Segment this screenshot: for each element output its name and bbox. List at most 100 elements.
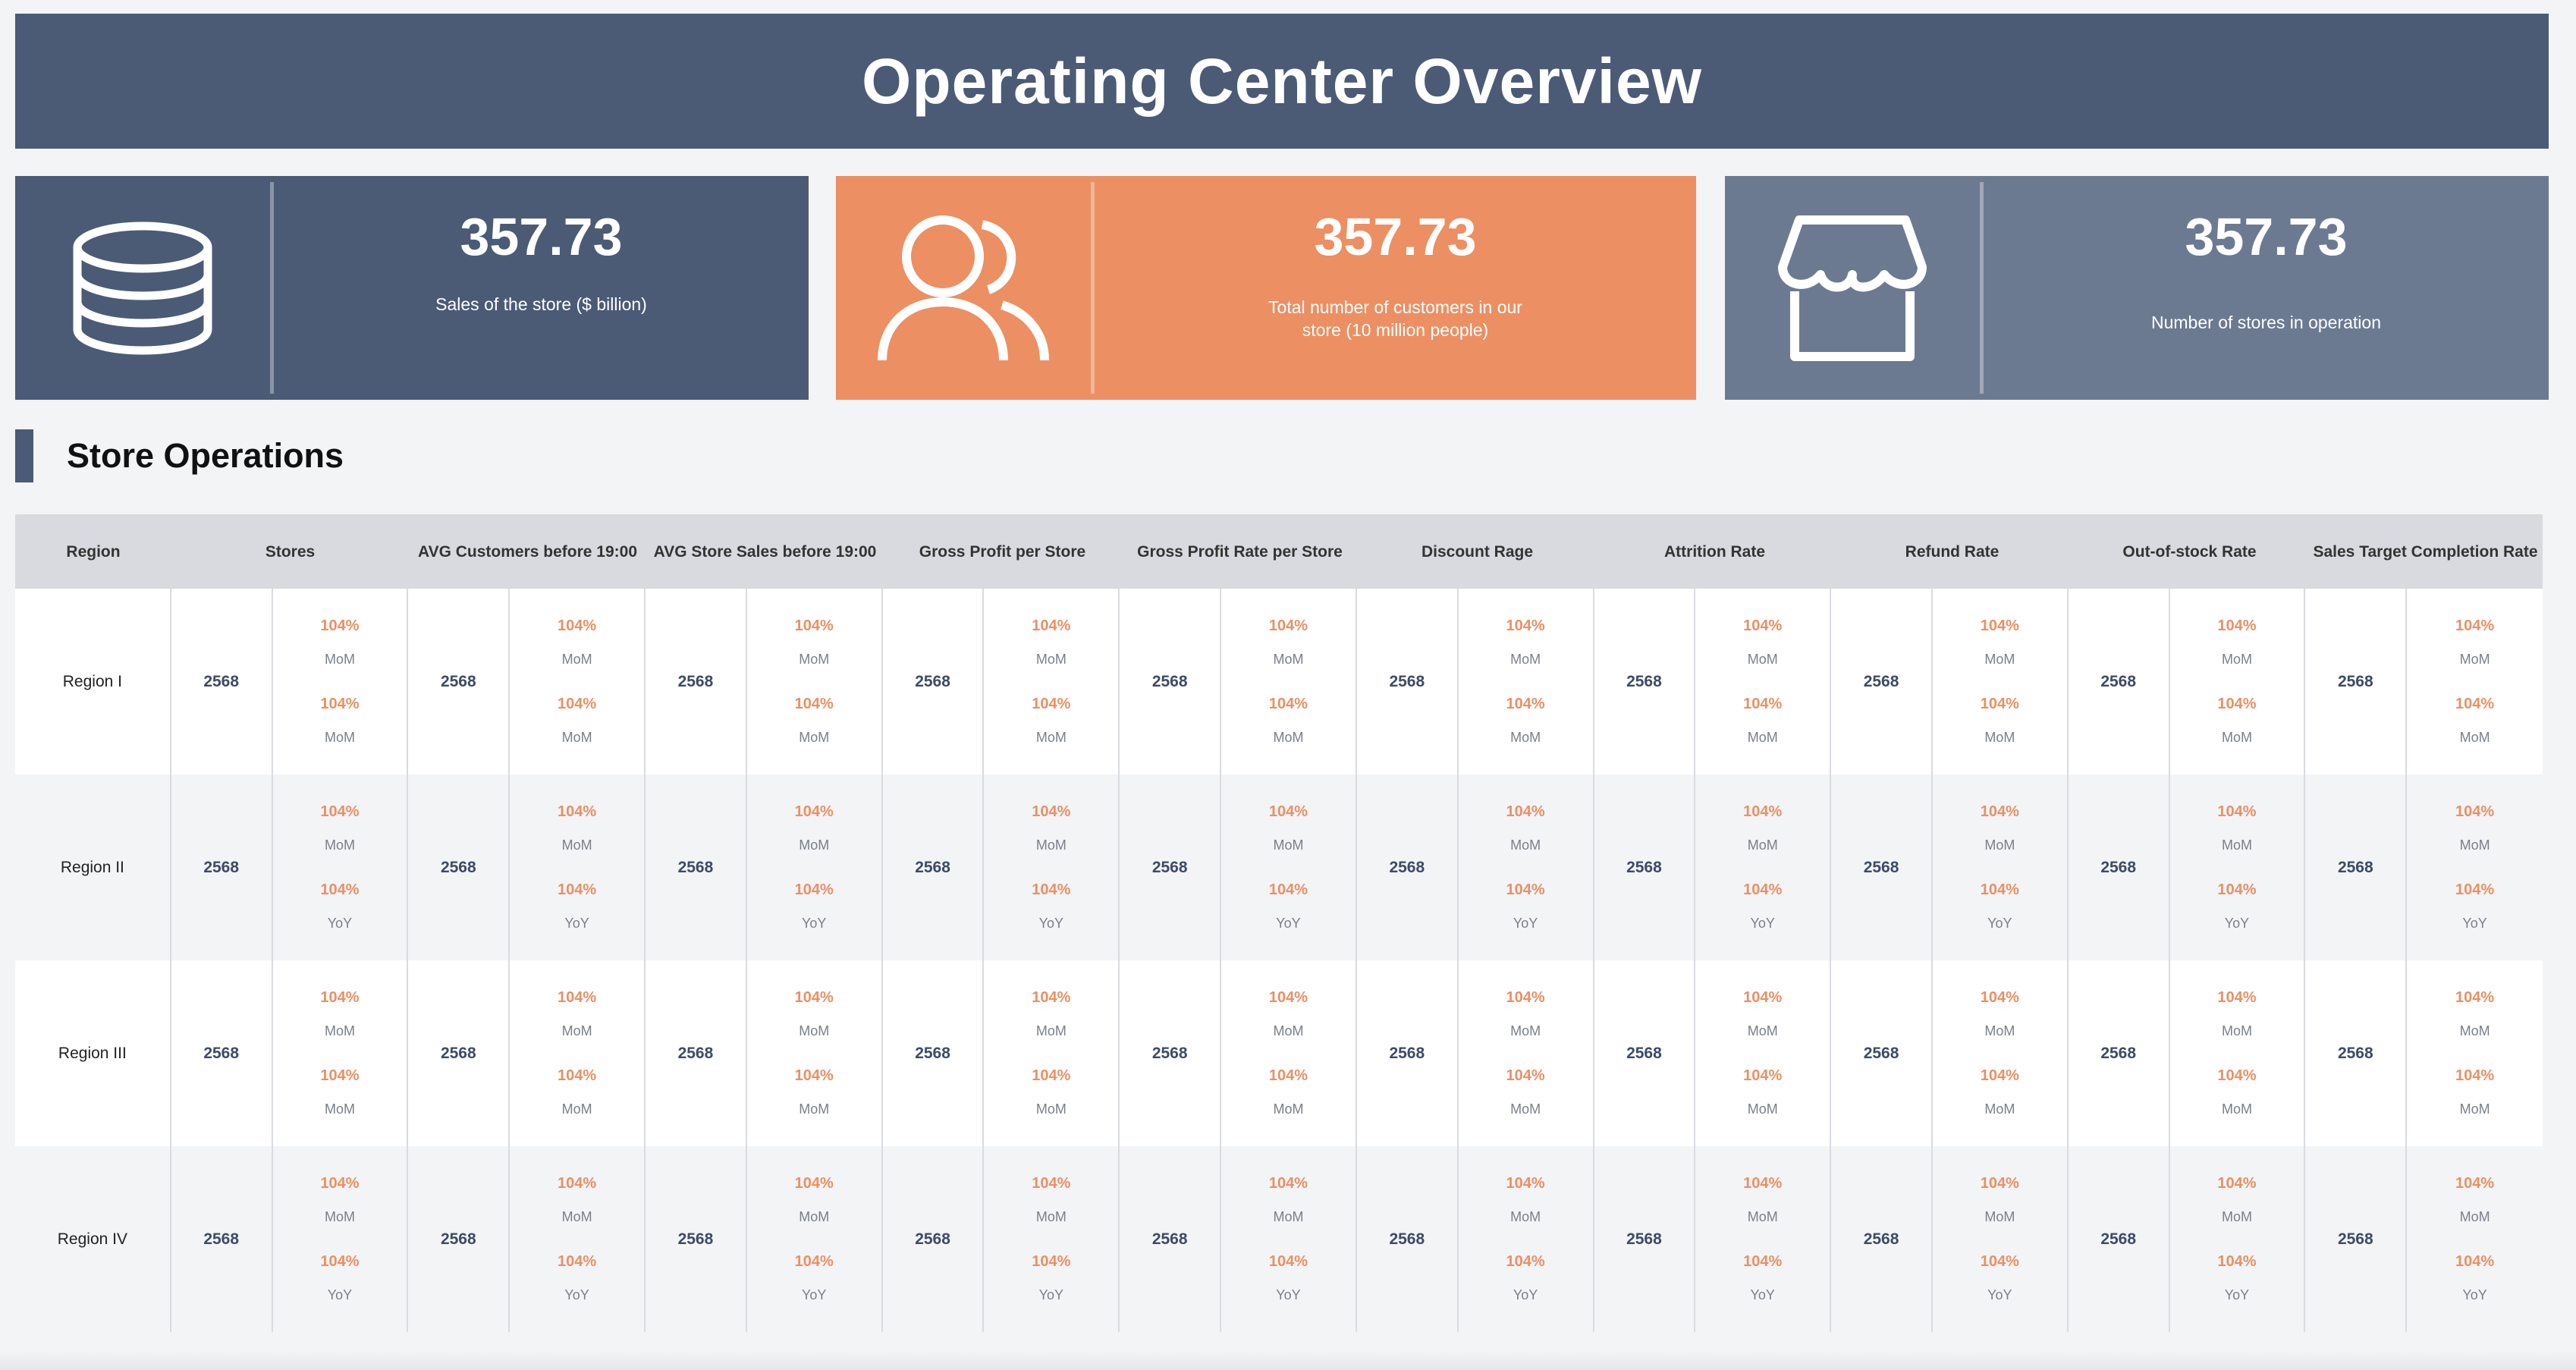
change-label: MoM — [1035, 729, 1067, 745]
change-label: YoY — [2224, 1287, 2250, 1302]
change-label: MoM — [561, 729, 592, 745]
change-group: 104% MoM — [1743, 696, 1782, 746]
change-group: 104% YoY — [1032, 1253, 1070, 1303]
change-percent: 104% — [1743, 695, 1783, 712]
change-group: 104% MoM — [2217, 1175, 2256, 1225]
change-group: 104% MoM — [1269, 1067, 1308, 1117]
metric-change-cell: 104% MoM 104% YoY — [2170, 1146, 2306, 1332]
metric-change-cell: 104% MoM 104% YoY — [747, 1146, 883, 1332]
change-group: 104% YoY — [558, 1253, 596, 1303]
change-label: MoM — [1747, 1209, 1778, 1225]
change-percent: 104% — [1506, 881, 1545, 898]
metric-change-cell: 104% MoM 104% MoM — [1221, 589, 1357, 775]
region-cell: Region III — [15, 960, 171, 1146]
change-percent: 104% — [558, 803, 597, 821]
metric-change-cell: 104% MoM 104% YoY — [273, 775, 409, 960]
section-header: Store Operations — [15, 429, 344, 482]
change-group: 104% MoM — [1981, 617, 2019, 668]
change-percent: 104% — [1268, 881, 1308, 898]
table-row: Region IV 2568 104% MoM 104% YoY 2568 104% MoM 10… — [15, 1146, 2543, 1332]
change-label: MoM — [1510, 1209, 1541, 1225]
change-group: 104% MoM — [1032, 1067, 1070, 1117]
metric-value-cell: 2568 — [1357, 1146, 1459, 1332]
change-percent: 104% — [1743, 881, 1783, 898]
col-header-discount: Discount Rage — [1421, 542, 1534, 561]
metric-change-cell: 104% MoM 104% MoM — [1695, 960, 1832, 1146]
change-group: 104% MoM — [795, 1175, 834, 1225]
change-percent: 104% — [2217, 881, 2257, 898]
change-label: MoM — [1984, 1101, 2015, 1117]
change-label: MoM — [324, 729, 355, 745]
change-percent: 104% — [2455, 695, 2495, 712]
change-label: YoY — [1513, 915, 1538, 931]
change-label: YoY — [2224, 915, 2250, 931]
change-percent: 104% — [1743, 989, 1783, 1007]
change-group: 104% MoM — [2217, 696, 2256, 746]
change-group: 104% MoM — [795, 803, 834, 853]
change-percent: 104% — [2455, 881, 2495, 898]
change-label: MoM — [2221, 652, 2252, 668]
change-label: YoY — [564, 1287, 589, 1302]
change-label: MoM — [1510, 652, 1541, 668]
change-group: 104% MoM — [1981, 803, 2019, 853]
change-group: 104% YoY — [320, 1253, 359, 1303]
change-label: MoM — [561, 652, 592, 668]
region-cell: Region IV — [15, 1146, 171, 1332]
metric-value-cell: 2568 — [171, 775, 273, 960]
change-label: MoM — [1984, 729, 2015, 745]
kpi-label: Number of stores in operation — [2151, 313, 2381, 332]
change-label: YoY — [1038, 915, 1064, 931]
metric-change-cell: 104% MoM 104% MoM — [510, 589, 646, 775]
metric-change-cell: 104% MoM 104% YoY — [1221, 1146, 1357, 1332]
change-label: MoM — [1273, 1023, 1304, 1039]
change-label: MoM — [2221, 1101, 2252, 1117]
change-label: MoM — [1747, 837, 1778, 853]
change-label: MoM — [2459, 729, 2490, 745]
change-percent: 104% — [320, 617, 360, 635]
section-accent-bar — [15, 429, 33, 482]
change-percent: 104% — [1743, 1067, 1783, 1084]
table-row: Region III 2568 104% MoM 104% MoM 2568 104% MoM 1… — [15, 960, 2543, 1146]
change-percent: 104% — [1506, 989, 1545, 1007]
kpi-card-customers: 357.73 Total number of customers in our … — [836, 176, 1696, 400]
change-label: MoM — [1510, 729, 1541, 745]
change-label: MoM — [2221, 837, 2252, 853]
change-label: MoM — [1035, 652, 1067, 668]
metric-change-cell: 104% MoM 104% YoY — [1933, 775, 2069, 960]
kpi-value: 357.73 — [1314, 207, 1477, 266]
change-group: 104% MoM — [320, 803, 359, 853]
metric-change-cell: 104% MoM 104% YoY — [1933, 1146, 2069, 1332]
change-percent: 104% — [1743, 617, 1783, 635]
change-percent: 104% — [320, 803, 360, 821]
change-label: MoM — [324, 837, 355, 853]
change-label: YoY — [2462, 1287, 2487, 1302]
change-percent: 104% — [794, 989, 834, 1007]
store-icon — [1725, 176, 1980, 400]
change-percent: 104% — [2217, 1067, 2257, 1084]
change-label: YoY — [564, 915, 589, 931]
change-group: 104% MoM — [1269, 617, 1308, 668]
change-label: MoM — [799, 1023, 830, 1039]
change-group: 104% MoM — [320, 1175, 359, 1225]
change-percent: 104% — [1032, 881, 1071, 898]
change-group: 104% MoM — [2217, 617, 2256, 668]
change-group: 104% MoM — [320, 617, 359, 668]
metric-value-cell: 2568 — [1594, 589, 1696, 775]
change-label: MoM — [799, 1101, 830, 1117]
change-label: MoM — [1035, 1209, 1067, 1225]
kpi-label: Sales of the store ($ billion) — [435, 294, 647, 314]
change-group: 104% YoY — [795, 1253, 834, 1303]
change-percent: 104% — [794, 881, 834, 898]
change-percent: 104% — [1268, 1067, 1308, 1084]
change-percent: 104% — [558, 881, 597, 898]
change-group: 104% MoM — [795, 1067, 834, 1117]
change-group: 104% MoM — [1032, 989, 1070, 1039]
change-percent: 104% — [558, 695, 597, 712]
change-percent: 104% — [794, 617, 834, 635]
change-label: MoM — [1510, 1023, 1541, 1039]
change-label: MoM — [799, 837, 830, 853]
change-group: 104% MoM — [1032, 1175, 1070, 1225]
change-percent: 104% — [2455, 617, 2495, 635]
table-row: Region I 2568 104% MoM 104% MoM 2568 104% MoM 104… — [15, 589, 2543, 775]
change-label: MoM — [1273, 652, 1304, 668]
